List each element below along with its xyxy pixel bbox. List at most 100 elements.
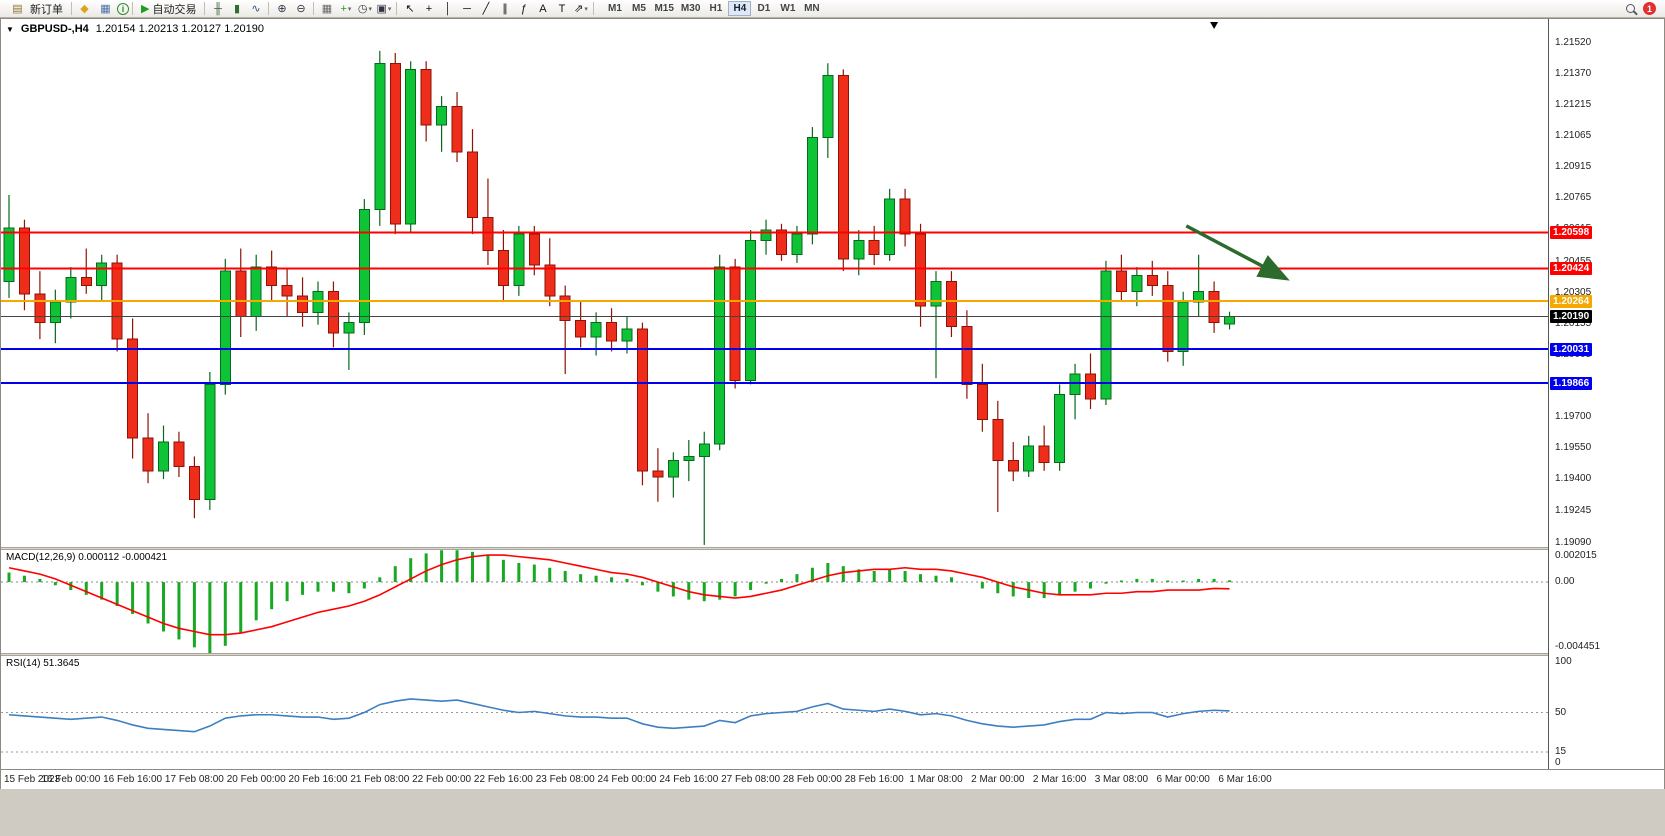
candle xyxy=(1054,394,1066,464)
cursor-icon[interactable]: ↖ xyxy=(400,1,419,17)
candle xyxy=(868,239,880,256)
search-icon[interactable] xyxy=(1626,4,1635,13)
candle xyxy=(745,239,757,381)
candle xyxy=(667,460,679,478)
horizontal-line-icon[interactable]: ─ xyxy=(457,1,476,17)
tile-windows-icon[interactable]: ▦ xyxy=(317,1,336,17)
crosshair-icon[interactable]: + xyxy=(419,1,438,17)
price-tag: 1.19866 xyxy=(1550,377,1593,391)
candle xyxy=(1131,274,1143,293)
candle xyxy=(281,285,293,297)
auto-trading-label: 自动交易 xyxy=(152,3,197,16)
collapse-triangle-icon[interactable]: ▼ xyxy=(6,24,14,34)
bar-chart-icon[interactable]: ╫ xyxy=(208,1,227,17)
time-label: 28 Feb 00:00 xyxy=(782,774,842,785)
candle xyxy=(621,328,633,342)
candle xyxy=(575,320,587,338)
price-tick: 1.19090 xyxy=(1555,536,1592,548)
timeframe-w1[interactable]: W1 xyxy=(776,1,799,16)
timeframe-d1[interactable]: D1 xyxy=(752,1,775,16)
candle xyxy=(1023,445,1035,472)
arrows-icon[interactable]: ⇗ ▾ xyxy=(571,1,590,17)
time-label: 6 Mar 16:00 xyxy=(1218,774,1272,785)
indicators-icon[interactable]: + ▾ xyxy=(336,1,355,17)
price-tick: 1.20765 xyxy=(1555,192,1592,204)
candle xyxy=(188,466,200,501)
trend-arrow-annotation[interactable] xyxy=(1185,224,1290,281)
candle xyxy=(698,443,710,457)
candle xyxy=(1162,285,1174,352)
new-order-button[interactable]: ▤ 新订单 xyxy=(3,1,68,17)
pane-separator[interactable] xyxy=(1,653,1664,656)
current-price-tag: 1.20190 xyxy=(1550,310,1593,324)
time-axis[interactable]: 15 Feb 2023 16 Feb 00:00 16 Feb 16:00 17 Fe… xyxy=(1,769,1664,789)
chart-ohlc: 1.20154 1.20213 1.20127 1.20190 xyxy=(95,23,264,35)
auto-trading-button[interactable]: ▶ 自动交易 xyxy=(136,1,201,17)
rsi-tick: 100 xyxy=(1555,656,1572,667)
candle xyxy=(204,383,216,501)
toolbar-separator xyxy=(268,2,270,15)
toolbar-separator xyxy=(313,2,315,15)
candle xyxy=(127,338,139,439)
info-icon[interactable]: i xyxy=(117,2,129,15)
candle xyxy=(173,441,185,468)
timeframe-m1[interactable]: M1 xyxy=(603,1,626,16)
candle xyxy=(297,295,309,313)
timeframe-h1[interactable]: H1 xyxy=(704,1,727,16)
gold-icon[interactable]: ◆ xyxy=(75,1,94,17)
timeframe-h4[interactable]: H4 xyxy=(728,1,752,16)
zoom-in-icon[interactable]: ⊕ xyxy=(272,1,291,17)
price-tick: 1.19700 xyxy=(1555,411,1592,423)
candle xyxy=(806,136,818,235)
pane-separator[interactable] xyxy=(1,547,1664,550)
toolbar-separator xyxy=(204,2,206,15)
candle xyxy=(482,217,494,252)
candle xyxy=(961,326,973,385)
macd-pane[interactable] xyxy=(1,550,1548,653)
price-tick: 1.20915 xyxy=(1555,161,1592,173)
candle xyxy=(714,266,726,445)
macd-label: MACD(12,26,9) 0.000112 -0.000421 xyxy=(6,552,168,563)
candle xyxy=(1224,315,1236,325)
time-label: 17 Feb 08:00 xyxy=(164,774,224,785)
candle xyxy=(235,270,247,317)
candlestick-icon[interactable]: ▮ xyxy=(227,1,246,17)
line-chart-icon[interactable]: ∿ xyxy=(246,1,265,17)
time-label: 15 Feb 2023 xyxy=(4,774,61,785)
candle xyxy=(915,233,927,307)
period-icon[interactable]: ◷ ▾ xyxy=(355,1,374,17)
candle xyxy=(590,322,602,338)
channel-icon[interactable]: ∥ xyxy=(495,1,514,17)
timeframe-m30[interactable]: M30 xyxy=(678,1,703,16)
price-tag: 1.20598 xyxy=(1550,226,1593,240)
price-chart-pane[interactable] xyxy=(1,19,1548,547)
candle xyxy=(652,470,664,478)
new-order-icon: ▤ xyxy=(12,3,23,15)
zoom-out-icon[interactable]: ⊖ xyxy=(291,1,310,17)
price-tick: 1.20155 xyxy=(1555,317,1592,329)
fibonacci-icon[interactable]: ƒ xyxy=(514,1,533,17)
timeframe-mn[interactable]: MN xyxy=(800,1,823,16)
candle xyxy=(945,280,957,328)
price-tick: 1.19400 xyxy=(1555,473,1592,485)
timeframe-m15[interactable]: M15 xyxy=(651,1,676,16)
chart-window-icon[interactable]: ▦ xyxy=(96,1,115,17)
candle xyxy=(158,441,169,472)
label-icon[interactable]: T xyxy=(552,1,571,17)
candle xyxy=(899,198,911,235)
template-icon[interactable]: ▣ ▾ xyxy=(374,1,393,17)
candle xyxy=(1100,270,1112,400)
rsi-pane[interactable] xyxy=(1,656,1548,769)
price-axis[interactable]: 1.21520 1.21370 1.21215 1.21065 1.20915 1.207… xyxy=(1548,19,1664,769)
candle xyxy=(49,301,61,324)
candle xyxy=(1177,301,1189,352)
vertical-line-icon[interactable]: │ xyxy=(438,1,457,17)
price-tick: 1.19550 xyxy=(1555,442,1592,454)
timeframe-m5[interactable]: M5 xyxy=(627,1,650,16)
time-label: 22 Feb 16:00 xyxy=(473,774,533,785)
trendline-icon[interactable]: ╱ xyxy=(476,1,495,17)
time-label: 6 Mar 00:00 xyxy=(1156,774,1210,785)
notification-badge[interactable]: 1 xyxy=(1643,2,1656,15)
time-label: 1 Mar 08:00 xyxy=(909,774,963,785)
text-icon[interactable]: A xyxy=(533,1,552,17)
